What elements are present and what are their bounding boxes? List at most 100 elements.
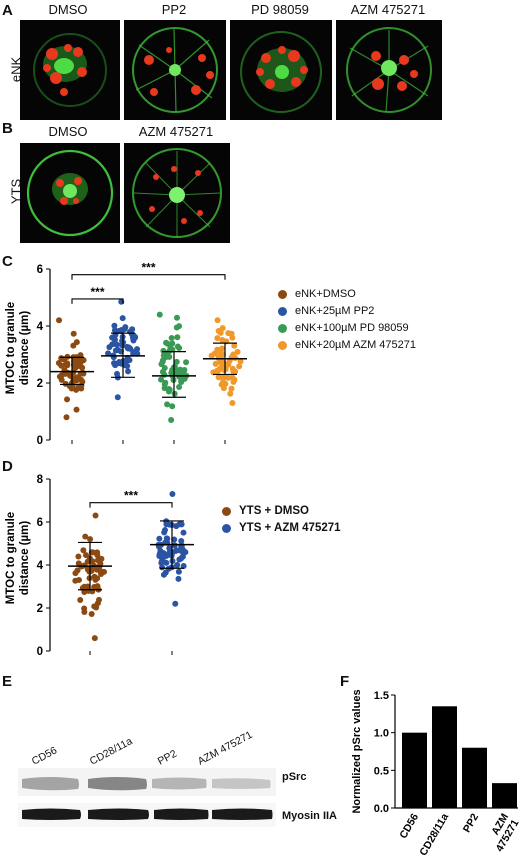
significance-bracket bbox=[71, 274, 226, 280]
data-point bbox=[180, 529, 187, 536]
micrograph-enk-pd98059 bbox=[230, 20, 332, 120]
y-tick-label: 4 bbox=[37, 321, 44, 333]
data-point bbox=[93, 604, 100, 611]
legend-c-dmso-label: eNK+DMSO bbox=[295, 288, 356, 300]
micrograph-enk-dmso bbox=[20, 20, 120, 120]
data-point bbox=[78, 385, 85, 392]
data-point bbox=[106, 344, 113, 351]
x-tick-label: PP2 bbox=[461, 811, 481, 834]
y-tick-label: 8 bbox=[37, 474, 44, 486]
data-point bbox=[119, 315, 126, 322]
data-point bbox=[175, 568, 182, 575]
data-point bbox=[165, 388, 172, 395]
y-tick-label: 4 bbox=[37, 560, 44, 572]
data-point bbox=[183, 359, 190, 366]
y-axis-label: MTOC to granule distance (µm) bbox=[5, 302, 31, 394]
y-tick-label: 1.0 bbox=[374, 728, 389, 740]
data-point bbox=[95, 596, 102, 603]
data-point bbox=[81, 608, 88, 615]
significance-label: *** bbox=[90, 285, 104, 299]
data-point bbox=[129, 326, 136, 333]
data-point bbox=[94, 552, 101, 559]
data-point bbox=[173, 523, 180, 530]
data-point bbox=[176, 383, 183, 390]
panel-letter-b: B bbox=[2, 120, 13, 137]
bar bbox=[432, 706, 457, 808]
data-point bbox=[75, 576, 82, 583]
chart-d-mtoc-distance: 0 2 4 6 8 MTOC to granule distance (µm) *** bbox=[5, 474, 194, 658]
data-point bbox=[130, 350, 137, 357]
blot-band-psrc-azm bbox=[212, 778, 271, 789]
micrograph-enk-pp2 bbox=[124, 20, 226, 120]
blot-band-psrc-pp2 bbox=[152, 777, 207, 790]
blot-lane-label-cd56: CD56 bbox=[30, 744, 59, 767]
data-point bbox=[110, 354, 117, 361]
data-point bbox=[231, 342, 238, 349]
data-point bbox=[161, 551, 168, 558]
blot-lane-label-azm: AZM 475271 bbox=[196, 729, 255, 768]
data-point bbox=[212, 360, 219, 367]
data-point bbox=[84, 566, 91, 573]
data-point bbox=[132, 334, 139, 341]
data-point bbox=[174, 562, 181, 569]
data-point bbox=[158, 376, 165, 383]
series-points bbox=[55, 317, 87, 421]
data-point bbox=[160, 571, 167, 578]
data-point bbox=[125, 368, 132, 375]
data-point bbox=[162, 354, 169, 361]
data-point bbox=[163, 339, 170, 346]
data-point bbox=[98, 571, 105, 578]
data-point bbox=[175, 575, 182, 582]
panel-letter-a: A bbox=[2, 2, 13, 19]
data-point bbox=[98, 555, 105, 562]
data-point bbox=[97, 560, 104, 567]
data-point bbox=[230, 368, 237, 375]
data-point bbox=[178, 537, 185, 544]
data-point bbox=[156, 311, 163, 318]
data-point bbox=[55, 359, 62, 366]
legend-d-azm: YTS + AZM 475271 bbox=[222, 522, 341, 534]
data-point bbox=[171, 536, 178, 543]
data-point bbox=[88, 611, 95, 618]
data-point bbox=[56, 317, 63, 324]
data-point bbox=[73, 377, 80, 384]
data-point bbox=[225, 330, 232, 337]
bar bbox=[402, 732, 427, 808]
data-point bbox=[74, 567, 81, 574]
data-point bbox=[156, 535, 163, 542]
data-point bbox=[228, 385, 235, 392]
legend-c-pd98059: eNK+100µM PD 98059 bbox=[278, 322, 409, 334]
y-tick-label: 6 bbox=[37, 264, 43, 276]
data-point bbox=[118, 341, 125, 348]
data-point bbox=[173, 358, 180, 365]
data-point bbox=[174, 343, 181, 350]
data-point bbox=[79, 369, 86, 376]
data-point bbox=[116, 359, 123, 366]
data-point bbox=[237, 358, 244, 365]
y-tick-label: 2 bbox=[37, 603, 43, 615]
data-point bbox=[182, 549, 189, 556]
label-a-pd98059: PD 98059 bbox=[251, 2, 309, 17]
data-point bbox=[171, 390, 178, 397]
data-point bbox=[169, 491, 176, 498]
data-point bbox=[94, 583, 101, 590]
data-point bbox=[82, 533, 89, 540]
data-point bbox=[166, 549, 173, 556]
legend-c-dmso-swatch bbox=[278, 289, 287, 299]
x-tick-label: CD28/11a bbox=[417, 811, 451, 857]
data-point bbox=[229, 399, 236, 406]
data-point bbox=[168, 335, 175, 342]
blot-band-myosin-pp2 bbox=[154, 808, 209, 820]
data-point bbox=[113, 341, 120, 348]
data-point bbox=[91, 635, 98, 642]
data-point bbox=[92, 512, 99, 519]
blot-lane-label-pp2: PP2 bbox=[156, 748, 179, 768]
data-point bbox=[219, 363, 226, 370]
data-point bbox=[70, 369, 77, 376]
data-point bbox=[176, 323, 183, 330]
panel-letter-d: D bbox=[2, 458, 13, 475]
micrograph-enk-azm bbox=[336, 20, 442, 120]
micrograph-yts-dmso bbox=[20, 143, 120, 243]
data-point bbox=[92, 576, 99, 583]
data-point bbox=[70, 342, 77, 349]
